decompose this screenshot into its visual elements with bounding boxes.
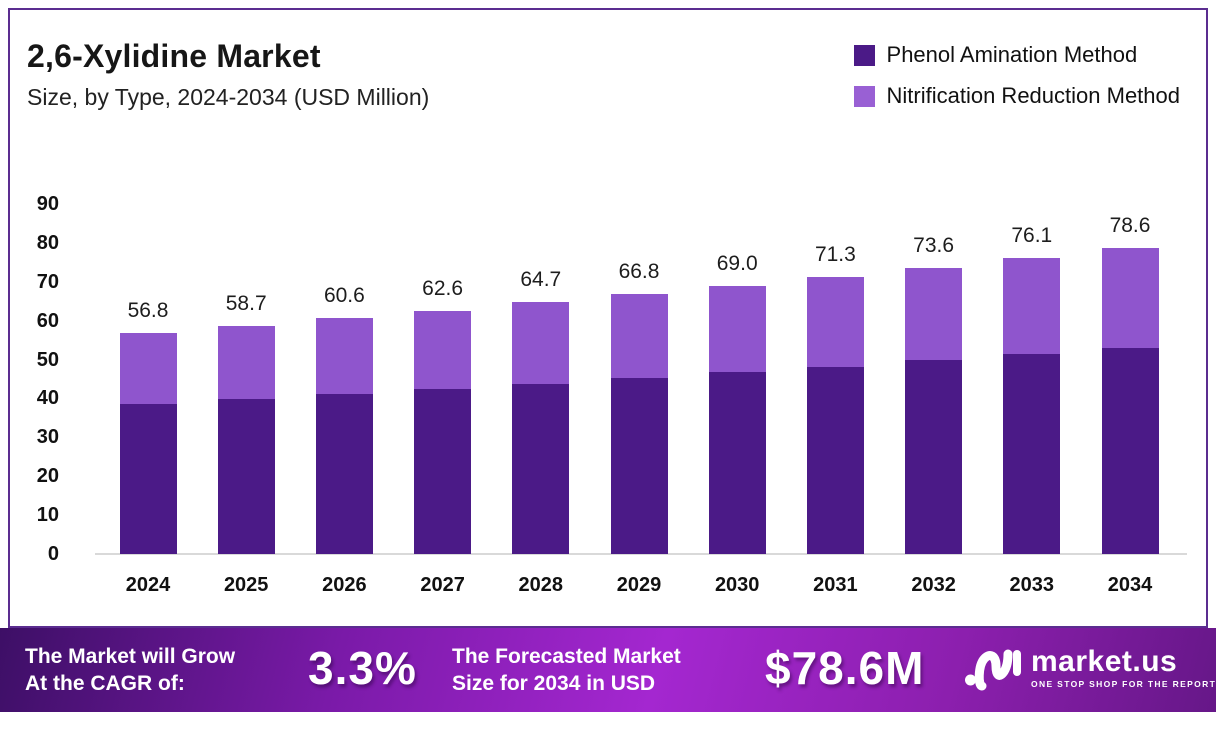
y-axis-tick-label: 90 <box>36 193 59 215</box>
stacked-bar-2026 <box>315 318 373 554</box>
x-axis-label-2029: 2029 <box>616 574 662 596</box>
chart-legend: Phenol Amination Method Nitrification Re… <box>853 42 1180 109</box>
y-axis-tick-label: 80 <box>36 231 59 254</box>
legend-swatch-light <box>853 85 875 107</box>
forecast-value: $78.6M <box>765 642 925 694</box>
segment-nitrification-reduction <box>806 276 864 367</box>
legend-item-phenol-amination: Phenol Amination Method <box>853 42 1180 68</box>
bar-total-label: 64.7 <box>520 268 562 292</box>
bottom-banner: The Market will Grow At the CAGR of: 3.3… <box>0 628 1216 712</box>
cagr-caption-line1: The Market will Grow <box>25 645 236 668</box>
segment-nitrification-reduction <box>1101 248 1159 348</box>
legend-label: Phenol Amination Method <box>886 42 1138 67</box>
x-axis-label-2026: 2026 <box>322 574 367 596</box>
bar-total-label: 78.6 <box>1109 214 1151 238</box>
x-axis-label-2025: 2025 <box>223 574 269 596</box>
bar-total-label: 56.8 <box>127 299 169 323</box>
segment-phenol-amination <box>610 378 668 554</box>
segment-phenol-amination <box>315 394 373 554</box>
cagr-caption-line2: At the CAGR of: <box>25 672 185 695</box>
stacked-bar-2024 <box>119 333 177 554</box>
stacked-bar-2025 <box>217 325 275 554</box>
segment-nitrification-reduction <box>315 318 373 395</box>
segment-phenol-amination <box>119 404 177 554</box>
stacked-bar-2032 <box>905 267 963 554</box>
forecast-caption: The Forecasted Market Size for 2034 in U… <box>452 643 681 697</box>
segment-phenol-amination <box>1101 347 1159 554</box>
y-axis-tick-label: 50 <box>36 348 59 371</box>
page-subtitle: Size, by Type, 2024-2034 (USD Million) <box>27 84 430 110</box>
bar-total-label: 66.8 <box>618 260 660 284</box>
segment-nitrification-reduction <box>905 267 963 361</box>
bar-total-label: 60.6 <box>323 284 365 308</box>
bar-total-label: 73.6 <box>913 233 955 257</box>
segment-phenol-amination <box>708 372 766 554</box>
segment-nitrification-reduction <box>1003 258 1061 355</box>
stacked-bar-2033 <box>1003 258 1061 554</box>
segment-nitrification-reduction <box>119 333 177 405</box>
stacked-bar-2027 <box>414 310 472 554</box>
y-axis-tick-label: 60 <box>36 309 59 332</box>
x-axis-label-2027: 2027 <box>420 574 465 596</box>
cagr-caption: The Market will Grow At the CAGR of: <box>25 643 235 697</box>
bar-total-label: 69.0 <box>716 251 758 275</box>
x-axis-label-2033: 2033 <box>1009 574 1055 596</box>
x-axis-label-2028: 2028 <box>518 574 564 596</box>
y-axis-tick-label: 30 <box>36 426 59 449</box>
segment-phenol-amination <box>905 360 963 554</box>
x-axis-label-2024: 2024 <box>125 574 171 596</box>
stacked-bar-2031 <box>806 276 864 554</box>
segment-phenol-amination <box>217 399 275 554</box>
y-axis-tick-label: 0 <box>47 543 59 565</box>
segment-phenol-amination <box>806 366 864 554</box>
segment-phenol-amination <box>512 383 570 554</box>
stacked-bar-2028 <box>512 302 570 554</box>
y-axis-tick-label: 20 <box>36 465 59 488</box>
legend-swatch-dark <box>853 44 875 66</box>
bar-total-label: 76.1 <box>1011 224 1053 248</box>
brand-name: market.us <box>1031 644 1178 678</box>
forecast-caption-line2: Size for 2034 in USD <box>452 672 656 695</box>
brand-words: market.us ONE STOP SHOP FOR THE REPORTS <box>1031 644 1216 689</box>
segment-phenol-amination <box>414 389 472 554</box>
y-axis-tick-label: 10 <box>36 504 59 527</box>
x-axis-label-2034: 2034 <box>1107 574 1153 596</box>
segment-nitrification-reduction <box>217 325 275 400</box>
stacked-bar-2029 <box>610 294 668 554</box>
stacked-bar-chart: 0 10 20 30 40 50 60 70 80 90 56.8 2024 58.7 2025 60.6 2… <box>37 194 1187 596</box>
x-axis-label-2032: 2032 <box>911 574 956 596</box>
segment-phenol-amination <box>1003 354 1061 554</box>
market-us-logo-icon <box>965 649 1021 691</box>
market-us-brand: market.us ONE STOP SHOP FOR THE REPORTS <box>965 642 1216 692</box>
segment-nitrification-reduction <box>610 294 668 379</box>
x-axis-label-2031: 2031 <box>813 574 858 596</box>
segment-nitrification-reduction <box>414 310 472 390</box>
brand-tagline: ONE STOP SHOP FOR THE REPORTS <box>1031 678 1216 689</box>
cagr-value: 3.3% <box>308 642 417 694</box>
page-title: 2,6-Xylidine Market <box>27 38 321 74</box>
bar-total-label: 71.3 <box>814 242 856 266</box>
forecast-caption-line1: The Forecasted Market <box>452 645 681 668</box>
legend-item-nitrification-reduction: Nitrification Reduction Method <box>853 83 1180 109</box>
bar-total-label: 62.6 <box>422 276 464 300</box>
stacked-bar-2034 <box>1101 248 1159 554</box>
segment-nitrification-reduction <box>708 285 766 373</box>
y-axis-tick-label: 40 <box>36 387 59 410</box>
y-axis-tick-label: 70 <box>36 270 59 293</box>
x-axis-line <box>95 553 1187 555</box>
x-axis-label-2030: 2030 <box>714 574 760 596</box>
bar-total-label: 58.7 <box>225 291 267 315</box>
segment-nitrification-reduction <box>512 302 570 384</box>
legend-label: Nitrification Reduction Method <box>886 83 1180 108</box>
stacked-bar-2030 <box>708 285 766 554</box>
